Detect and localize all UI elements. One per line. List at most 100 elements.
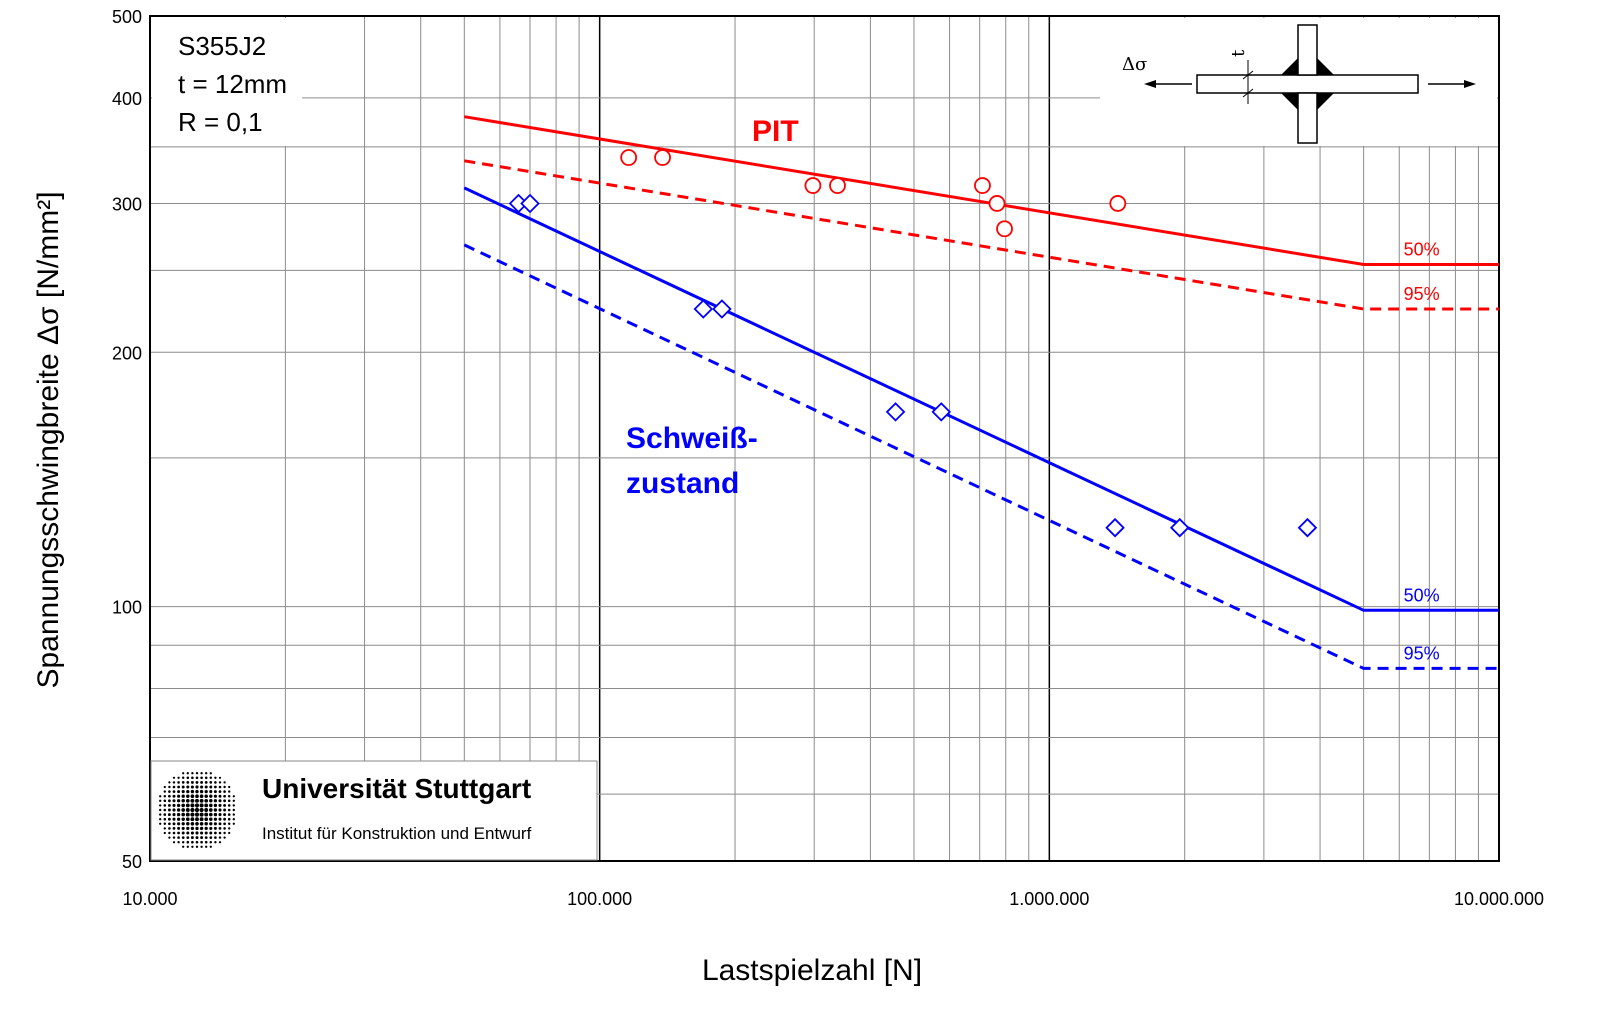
logo-dot (223, 808, 227, 812)
logo-dot (186, 772, 189, 775)
logo-dot (223, 794, 226, 798)
logo-dot (195, 836, 199, 840)
logo-dot (209, 812, 213, 817)
logo-dot (167, 803, 171, 807)
logo-dot (181, 808, 186, 812)
x-axis-title: Lastspielzahl [N] (702, 954, 922, 987)
logo-dot (176, 803, 181, 808)
logo-dot (185, 803, 190, 808)
logo-dot (185, 812, 190, 817)
logo-dot (168, 822, 171, 826)
pit-series-label: PIT (752, 115, 799, 148)
weld-data-point (1297, 517, 1318, 538)
logo-dot (190, 836, 194, 840)
upper-attachment (1297, 24, 1318, 76)
logo-dot (200, 836, 204, 840)
logo-dot (186, 785, 190, 789)
logo-dot (176, 808, 181, 812)
logo-dot (181, 836, 185, 839)
regression-lines (463, 115, 1499, 670)
logo-dot (200, 840, 203, 844)
logo-dot (228, 785, 231, 789)
logo-dot (204, 817, 209, 822)
pit-data-point (654, 149, 671, 166)
weld-lower-left (1281, 93, 1298, 110)
logo-dot (195, 785, 199, 789)
logo-dot (218, 781, 222, 784)
logo-dot (195, 794, 199, 799)
right-arrowhead-icon (1464, 80, 1476, 88)
logo-dot (199, 789, 204, 794)
logo-dot (218, 790, 222, 793)
weld-upper-right (1317, 58, 1334, 75)
logo-dot (176, 812, 181, 817)
data-markers (508, 149, 1318, 538)
logo-dot (200, 845, 203, 848)
pit-data-point (1109, 195, 1127, 212)
logo-dot (177, 781, 180, 784)
logo-dot (213, 799, 218, 803)
logo-dot (159, 808, 162, 812)
thickness-tick-top (1242, 70, 1254, 80)
logo-dot (167, 813, 171, 817)
logo-dot (190, 826, 195, 831)
weld-data-point (693, 299, 714, 319)
logo-dot (181, 817, 185, 821)
logo-dot (190, 817, 195, 822)
logo-dot (209, 794, 213, 798)
logo-dot (182, 772, 185, 775)
logo-dot (181, 776, 185, 780)
logo-dot (177, 841, 180, 844)
logo-dot (186, 794, 190, 798)
logo-dot (186, 776, 190, 780)
logo-dot (213, 794, 217, 798)
logo-dot (223, 836, 226, 839)
logo-dot (232, 813, 235, 816)
logo-dot (199, 807, 204, 813)
logo-dot (204, 831, 208, 835)
logo-dot (223, 827, 226, 830)
logo-dot (213, 808, 218, 812)
logo-dot (181, 840, 185, 844)
logo-dot (209, 826, 213, 830)
logo-dot (204, 840, 208, 844)
logo-dot (227, 822, 231, 826)
logo-dot (181, 794, 185, 798)
logo-dot (195, 772, 199, 775)
logo-dot (218, 785, 222, 789)
logo-dot (213, 817, 218, 821)
logo-dot (195, 821, 199, 826)
logo-dot (228, 827, 231, 830)
logo-dot (181, 803, 185, 808)
logo-dot (204, 803, 209, 808)
logo-dot (199, 803, 204, 808)
logo-dot (172, 813, 176, 817)
weld-data-point (885, 402, 906, 422)
logo-dot (190, 780, 194, 784)
logo-dot (204, 812, 209, 817)
weld-upper-left (1281, 58, 1298, 75)
line-labels: 50% 95% 50% 95% (1404, 240, 1440, 664)
logo-dot (186, 840, 190, 844)
logo-dot (232, 822, 235, 825)
logo-dot (159, 818, 162, 821)
logo-dot (191, 776, 194, 780)
logo-dot (223, 781, 226, 784)
logo-dot (195, 845, 199, 848)
pit-data-point (804, 177, 822, 194)
logo-dot (195, 789, 199, 794)
logo-dot (168, 790, 171, 793)
logo-dot (232, 795, 235, 798)
logo-dot (213, 822, 217, 826)
logo-dot (214, 776, 217, 779)
logo-dot (208, 808, 213, 812)
logo-dot (214, 836, 217, 839)
logo-dot (163, 827, 166, 830)
logo-dot (195, 817, 199, 822)
pit-data-point (988, 195, 1006, 212)
logo-dot (172, 808, 176, 812)
logo-dot (227, 817, 231, 821)
logo-dot (159, 804, 162, 807)
logo-dot (172, 785, 176, 789)
weld-data-point (520, 193, 540, 214)
